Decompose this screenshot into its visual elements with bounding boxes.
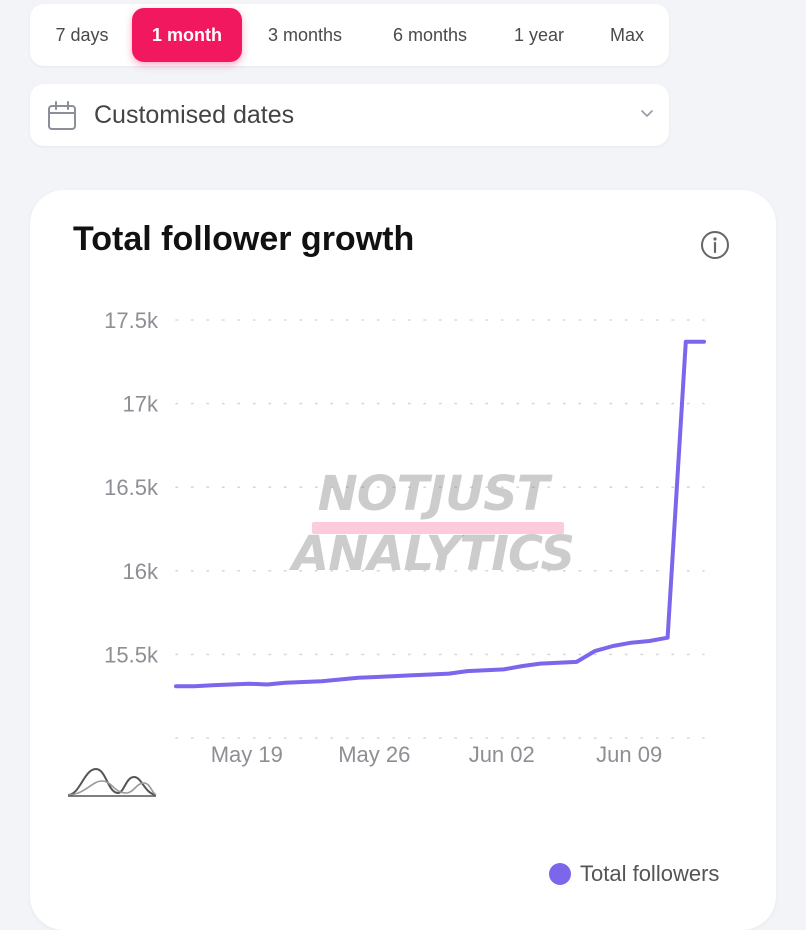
y-tick-label: 17.5k — [104, 308, 159, 333]
x-tick-label: Jun 02 — [469, 742, 535, 767]
follower-growth-card: Total follower growth 17.5k 17k 16.5k 16k 15… — [30, 190, 776, 930]
range-3-months[interactable]: 3 months — [267, 25, 343, 45]
calendar-icon — [48, 101, 76, 130]
customised-dates-label: Customised dates — [94, 101, 295, 129]
customised-dates-dropdown[interactable]: Customised dates — [30, 84, 669, 146]
x-tick-label: May 26 — [338, 742, 410, 767]
x-tick-label: May 19 — [211, 742, 283, 767]
x-tick-label: Jun 09 — [596, 742, 662, 767]
chevron-down-icon — [641, 110, 653, 117]
time-range-selector: 7 days 1 month 3 months 6 months 1 year … — [30, 4, 669, 66]
y-tick-label: 15.5k — [104, 642, 159, 667]
legend-swatch-total-followers — [549, 863, 571, 885]
range-7-days[interactable]: 7 days — [55, 25, 109, 45]
card-title: Total follower growth — [73, 220, 415, 258]
y-tick-label: 17k — [123, 392, 159, 417]
info-icon[interactable] — [699, 229, 731, 261]
range-max[interactable]: Max — [609, 25, 644, 45]
chart-type-toggle-icon[interactable] — [66, 763, 158, 797]
range-1-month[interactable]: 1 month — [132, 8, 242, 62]
follower-line-chart: 17.5k 17k 16.5k 16k 15.5k May 19 May 26 Jun 02 J… — [104, 308, 706, 767]
range-6-months[interactable]: 6 months — [392, 25, 468, 45]
range-1-year[interactable]: 1 year — [513, 25, 565, 45]
series-line-total-followers — [174, 339, 706, 689]
y-tick-label: 16.5k — [104, 475, 159, 500]
legend-label-total-followers: Total followers — [580, 861, 720, 886]
y-tick-label: 16k — [123, 559, 159, 584]
